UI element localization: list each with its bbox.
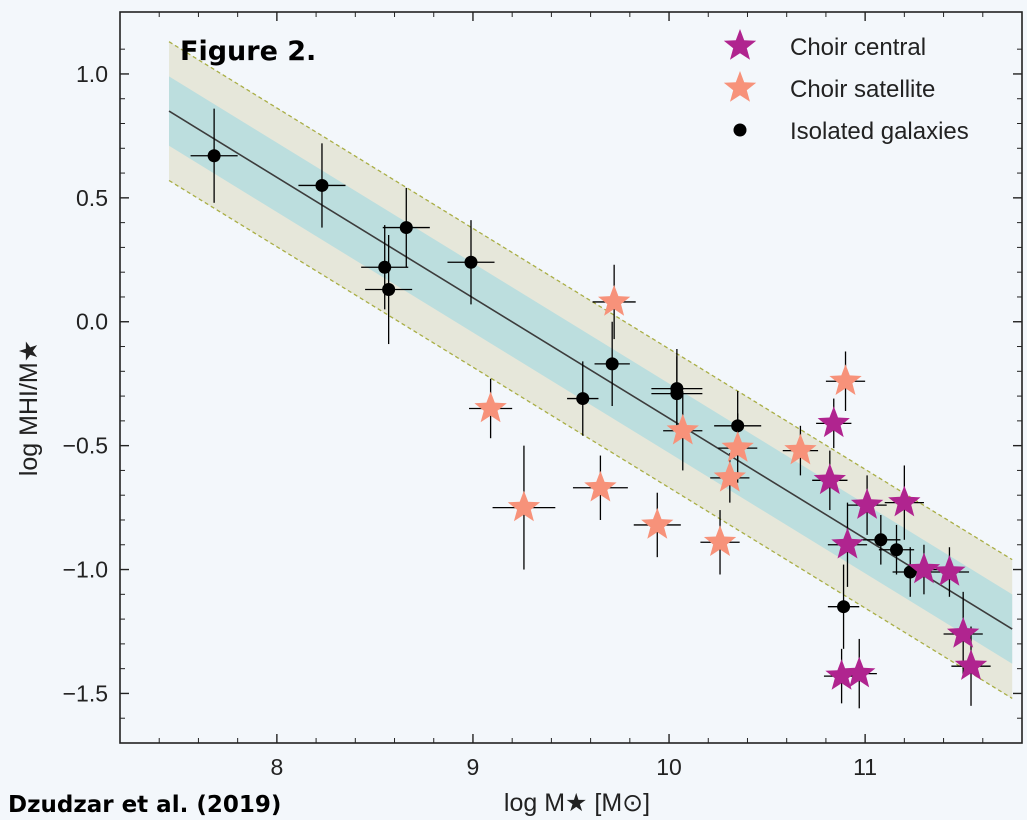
isolated-galaxy-point: [731, 419, 745, 433]
fit-line: [168, 110, 1013, 630]
satellite-star-point: [829, 364, 862, 395]
isolated-galaxy-point: [464, 255, 478, 269]
legend-entry-label: Choir central: [790, 34, 926, 61]
legend-dot-icon: [733, 123, 747, 137]
legend: Choir central Choir satellite Isolated gal…: [723, 29, 969, 145]
axes: 8 9 10 11 1.0 0.5 0.0 −0.5 −1.0 −1.5: [63, 11, 1023, 780]
y-axis-label: log MHI/M★: [15, 340, 43, 476]
plot-frame: [119, 11, 1023, 744]
y-tick-label: −1.0: [63, 557, 108, 583]
y-tick-label: 0.0: [76, 309, 108, 335]
central-star-point: [825, 659, 858, 690]
y-tick-label: 0.5: [76, 185, 108, 211]
central-star-point: [817, 406, 850, 438]
band-upper-edge: [168, 41, 1013, 561]
legend-star-icon: [723, 71, 757, 102]
x-axis-label: log M★ [M⊙]: [504, 789, 650, 817]
isolated-galaxy-point: [315, 178, 329, 192]
plot-area: [168, 41, 1013, 709]
satellite-star-point: [598, 284, 631, 316]
isolated-galaxy-point: [670, 387, 684, 401]
central-star-point: [954, 649, 988, 680]
legend-star-icon: [723, 29, 757, 60]
satellite-star-point: [474, 391, 507, 423]
isolated-galaxy-point: [605, 357, 619, 371]
satellite-star-point: [721, 431, 754, 462]
central-star-point: [947, 617, 980, 648]
isolated-galaxy-point: [207, 149, 221, 163]
x-tick-label: 10: [656, 754, 682, 780]
satellite-star-point: [703, 525, 737, 556]
legend-entry-label: Choir satellite: [790, 76, 935, 103]
y-tick-label: −0.5: [63, 433, 108, 459]
y-tick-label: 1.0: [76, 61, 108, 87]
isolated-galaxy-point: [837, 600, 851, 614]
central-star-point: [831, 527, 864, 559]
satellite-star-point: [584, 470, 617, 502]
satellite-star-point: [507, 490, 541, 522]
isolated-galaxy-point: [890, 543, 904, 557]
central-star-point: [813, 463, 846, 495]
isolated-galaxy-point: [399, 221, 413, 235]
figure-label: Figure 2.: [180, 36, 316, 67]
isolated-galaxy-point: [874, 533, 888, 547]
plot-content: [168, 41, 1013, 709]
central-star-point: [888, 485, 921, 517]
y-tick-label: −1.5: [63, 680, 108, 706]
markers: [207, 149, 988, 690]
satellite-star-point: [713, 460, 746, 492]
band-lower-edge: [168, 179, 1013, 699]
central-star-point: [907, 552, 941, 584]
satellite-star-point: [784, 433, 817, 465]
central-star-point: [843, 656, 876, 688]
satellite-star-point: [641, 507, 674, 539]
x-tick-label: 11: [853, 754, 877, 780]
legend-entry-label: Isolated galaxies: [790, 118, 969, 145]
satellite-star-point: [666, 413, 699, 445]
credit-text: Dzudzar et al. (2019): [8, 792, 281, 818]
x-tick-label: 8: [270, 754, 283, 780]
isolated-galaxy-point: [576, 392, 590, 406]
isolated-galaxy-point: [378, 260, 392, 274]
isolated-galaxy-point: [382, 283, 396, 297]
central-star-point: [933, 555, 966, 586]
x-tick-label: 9: [467, 754, 480, 780]
central-star-point: [850, 488, 884, 519]
